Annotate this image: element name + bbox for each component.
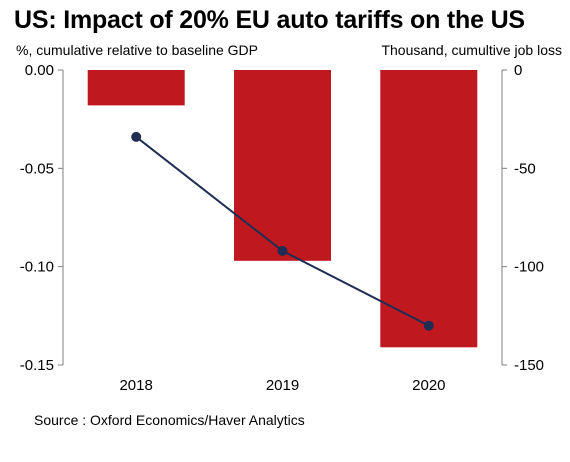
bar-2018 (87, 70, 185, 106)
category-label-2019: 2019 (266, 377, 299, 394)
left-tick-label: -0.05 (20, 160, 54, 177)
bar-2020 (380, 70, 478, 348)
bar-2019 (234, 70, 331, 261)
left-tick-label: 0.00 (25, 62, 54, 79)
category-label-2018: 2018 (119, 377, 152, 394)
job-loss-point-2019 (277, 245, 288, 256)
right-tick-label: -150 (514, 357, 544, 374)
right-tick-label: -50 (514, 160, 536, 177)
right-tick-label: 0 (514, 62, 522, 79)
job-loss-point-2020 (423, 320, 434, 331)
right-axis-unit-label: Thousand, cumultive job loss (381, 42, 562, 58)
chart-title: US: Impact of 20% EU auto tariffs on the… (14, 6, 525, 34)
left-tick-label: -0.15 (20, 357, 54, 374)
job-loss-point-2018 (131, 131, 142, 142)
source-note: Source : Oxford Economics/Haver Analytic… (34, 412, 305, 428)
left-axis-unit-label: %, cumulative relative to baseline GDP (16, 42, 258, 58)
left-tick-label: -0.10 (20, 259, 54, 276)
right-tick-label: -100 (514, 259, 544, 276)
category-label-2020: 2020 (412, 377, 445, 394)
